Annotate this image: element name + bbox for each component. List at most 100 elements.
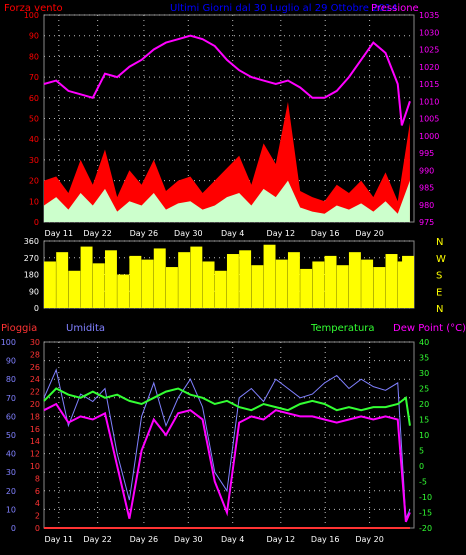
x-tick-label: Day 26 <box>130 229 159 238</box>
x-tick-label: Day 20 <box>355 229 384 238</box>
humidity-temperature-ticks: 0102030405060708090100024681012141618202… <box>1 338 432 533</box>
rain-tick: 16 <box>30 425 40 434</box>
direction-bar <box>336 265 349 308</box>
wind-speed-tick: 50 <box>29 115 39 124</box>
temperature-tick: -10 <box>419 493 432 502</box>
x-tick-label: Day 12 <box>267 229 296 238</box>
direction-tick: 270 <box>24 254 39 263</box>
humidity-tick: 100 <box>1 338 16 347</box>
wind-speed-tick: 40 <box>29 135 39 144</box>
rain-tick: 0 <box>35 524 40 533</box>
pressure-tick: 1000 <box>419 132 439 141</box>
rain-tick: 24 <box>30 375 40 384</box>
temperature-tick: -20 <box>419 524 432 533</box>
humidity-temperature-panel: Pioggia Umidita Temperatura Dew Point (°… <box>1 323 466 544</box>
pressure-tick: 1010 <box>419 97 439 106</box>
temperature-tick: 20 <box>419 400 429 409</box>
temperature-tick: 0 <box>419 462 424 471</box>
wind-speed-tick: 90 <box>29 32 39 41</box>
wind-speed-title: Forza vento <box>4 3 63 14</box>
x-tick-label: Day 4 <box>221 535 244 544</box>
humidity-tick: 40 <box>6 450 16 459</box>
temperature-tick: -5 <box>419 478 427 487</box>
temperature-tick: 30 <box>419 369 429 378</box>
wind-speed-tick: 10 <box>29 197 39 206</box>
x-tick-label: Day 22 <box>83 535 112 544</box>
pressure-tick: 1015 <box>419 80 439 89</box>
direction-tick: 90 <box>29 287 39 296</box>
humidity-title: Umidita <box>66 323 105 334</box>
rain-tick: 18 <box>30 412 40 421</box>
temperature-title: Temperatura <box>310 323 375 334</box>
pressure-tick: 1030 <box>419 28 439 37</box>
rain-tick: 14 <box>30 437 40 446</box>
wind-speed-tick: 60 <box>29 94 39 103</box>
rain-tick: 8 <box>35 474 40 483</box>
wind-gust-area <box>44 180 410 222</box>
rain-tick: 20 <box>30 400 40 409</box>
pressure-tick: 1020 <box>419 63 439 72</box>
pressure-tick: 1035 <box>419 11 439 20</box>
rain-tick: 30 <box>30 338 40 347</box>
direction-bar <box>141 259 154 308</box>
pressure-tick: 990 <box>419 166 434 175</box>
direction-bar <box>165 267 178 308</box>
direction-bar <box>300 268 313 308</box>
x-tick-label: Day 11 <box>45 535 74 544</box>
direction-bar <box>44 261 56 308</box>
direction-bar <box>312 261 325 308</box>
direction-bar <box>80 246 93 308</box>
direction-bar <box>178 252 191 308</box>
rain-tick: 4 <box>35 499 40 508</box>
dew-point-line <box>43 402 411 523</box>
temperature-tick: 15 <box>419 416 429 425</box>
dew-point-title: Dew Point (°C) <box>393 323 466 334</box>
direction-tick: 0 <box>34 304 39 313</box>
direction-tick: 180 <box>24 271 39 280</box>
humidity-tick: 70 <box>6 394 16 403</box>
direction-bar <box>239 250 252 308</box>
temperature-tick: -15 <box>419 509 432 518</box>
direction-bar <box>361 259 374 308</box>
pressure-tick: 980 <box>419 201 434 210</box>
direction-bar <box>117 274 130 308</box>
wind-pressure-panel: Forza vento Ultimi Giorni dal 30 Luglio … <box>4 3 439 238</box>
humidity-tick: 80 <box>6 375 16 384</box>
direction-bar <box>275 259 288 308</box>
compass-label: N <box>436 304 443 315</box>
pressure-tick: 985 <box>419 184 434 193</box>
humidity-temperature-x-labels: Day 11 Day 22 Day 26 Day 30 Day 4 Day 12 Day 1… <box>45 535 384 544</box>
wind-speed-tick: 20 <box>29 177 39 186</box>
temperature-tick: 5 <box>419 447 424 456</box>
direction-bar <box>104 250 117 308</box>
humidity-tick: 90 <box>6 357 16 366</box>
chart-title: Ultimi Giorni dal 30 Luglio al 29 Ottobr… <box>170 3 397 14</box>
wind-speed-tick: 100 <box>24 11 39 20</box>
direction-bar <box>129 255 142 308</box>
wind-speed-tick: 30 <box>29 156 39 165</box>
humidity-tick: 0 <box>11 524 16 533</box>
pressure-tick: 975 <box>419 218 434 227</box>
direction-bar <box>92 263 105 308</box>
temperature-tick: 10 <box>419 431 429 440</box>
direction-bar <box>202 261 215 308</box>
x-tick-label: Day 11 <box>45 229 74 238</box>
pressure-tick: 1005 <box>419 115 439 124</box>
x-tick-label: Day 4 <box>221 229 244 238</box>
x-tick-label: Day 30 <box>174 229 203 238</box>
temperature-tick: 40 <box>419 338 429 347</box>
humidity-temperature-series <box>43 368 411 529</box>
compass-label: N <box>436 237 443 248</box>
temperature-line <box>43 387 411 426</box>
x-tick-label: Day 12 <box>267 535 296 544</box>
direction-bar <box>287 252 300 308</box>
humidity-tick: 30 <box>6 468 16 477</box>
rain-tick: 28 <box>30 350 40 359</box>
direction-bar <box>226 254 239 308</box>
humidity-tick: 10 <box>6 505 16 514</box>
wind-speed-tick: 0 <box>34 218 39 227</box>
x-tick-label: Day 20 <box>355 535 384 544</box>
